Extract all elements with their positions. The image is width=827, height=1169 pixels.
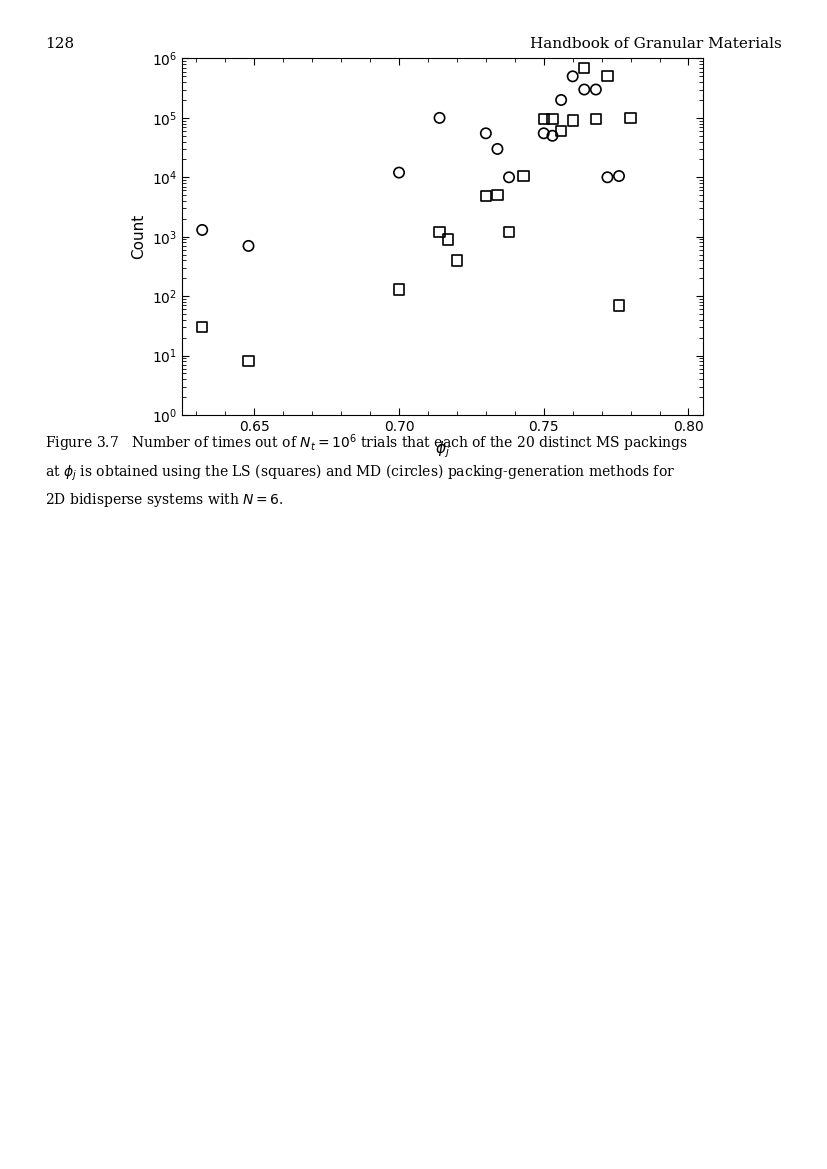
Point [491,139,504,158]
Point [480,124,493,143]
Point [503,168,516,187]
Point [433,222,447,241]
Point [590,110,603,129]
Point [393,281,406,299]
Point [393,164,406,182]
Y-axis label: Count: Count [131,214,146,260]
Point [546,110,559,129]
Point [196,318,209,337]
Point [242,236,256,255]
Point [601,168,614,187]
Point [503,222,516,241]
Text: Figure 3.7   Number of times out of $N_t = 10^6$ trials that each of the 20 dist: Figure 3.7 Number of times out of $N_t =… [45,433,688,509]
X-axis label: $\phi_j$: $\phi_j$ [435,440,450,461]
Point [624,109,638,127]
Point [566,67,580,85]
Point [517,167,530,186]
Point [538,124,551,143]
Point [491,186,504,205]
Point [578,58,591,77]
Point [555,122,568,140]
Point [578,81,591,99]
Point [538,110,551,129]
Point [612,296,626,314]
Point [590,81,603,99]
Point [612,167,626,186]
Point [196,221,209,240]
Point [442,230,455,249]
Point [546,126,559,145]
Text: 128: 128 [45,37,74,51]
Point [555,91,568,110]
Text: Handbook of Granular Materials: Handbook of Granular Materials [530,37,782,51]
Point [433,109,447,127]
Point [566,111,580,130]
Point [480,186,493,205]
Point [242,352,256,371]
Point [601,67,614,85]
Point [450,251,463,270]
